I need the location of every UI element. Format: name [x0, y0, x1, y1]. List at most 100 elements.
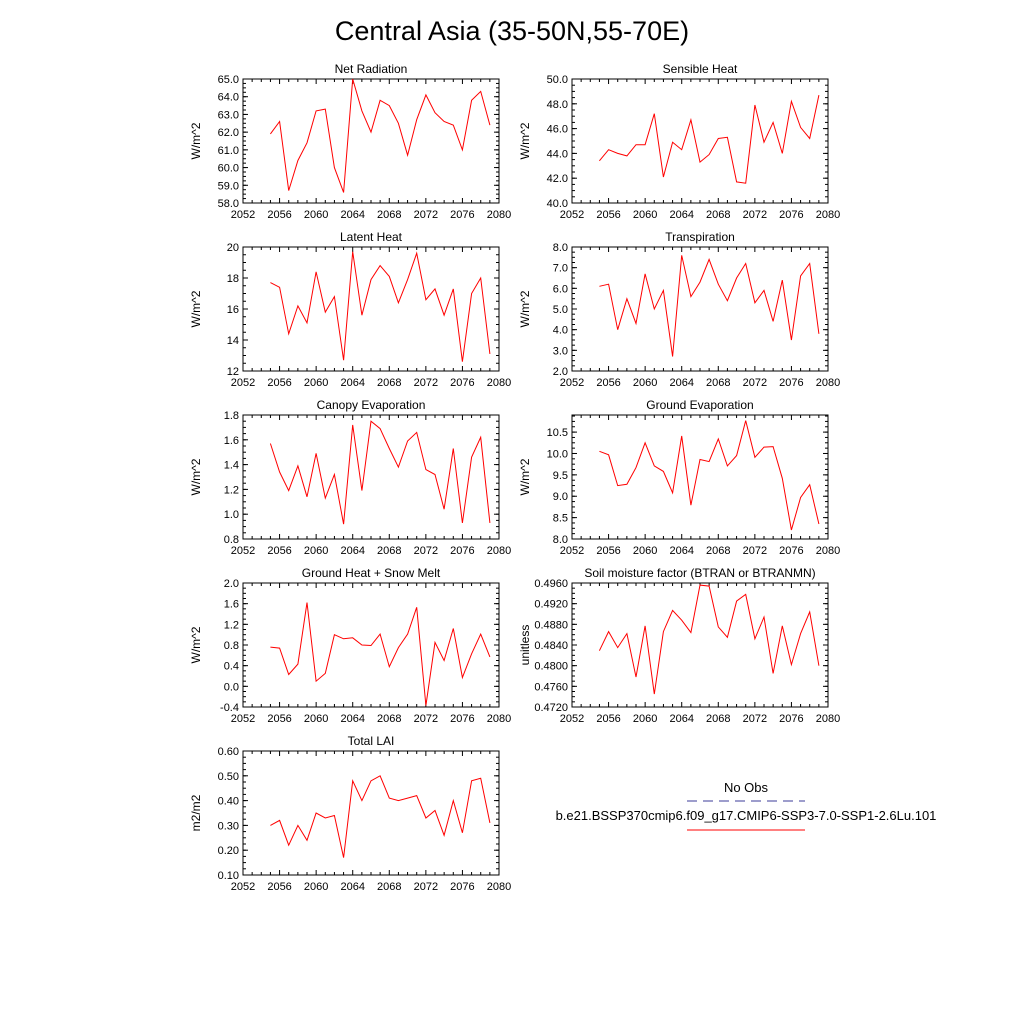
chart-ground-evaporation-point — [617, 485, 619, 487]
chart-ground-evaporation-point — [608, 454, 610, 456]
chart-canopy-evaporation-point — [361, 490, 363, 492]
chart-total-lai-point — [306, 839, 308, 841]
chart-total-lai-xtick-label: 2064 — [340, 881, 364, 893]
chart-ground-evaporation-ytick-label: 9.5 — [553, 470, 568, 482]
chart-soil-moisture-factor-btran-or-btranmn-point — [653, 693, 655, 695]
chart-canopy-evaporation-xtick-label: 2068 — [377, 545, 401, 557]
chart-ground-heat-snow-melt-point — [443, 660, 445, 662]
chart-net-radiation-ytick-label: 62.0 — [218, 127, 239, 139]
chart-latent-heat-xtick-label: 2068 — [377, 377, 401, 389]
chart-transpiration-ytick-label: 8.0 — [553, 242, 568, 254]
chart-soil-moisture-factor-btran-or-btranmn-xtick-label: 2076 — [779, 713, 803, 725]
chart-transpiration-point — [800, 275, 802, 277]
chart-sensible-heat-ylabel: W/m^2 — [518, 122, 532, 159]
chart-net-radiation-point — [279, 121, 281, 123]
chart-soil-moisture-factor-btran-or-btranmn-point — [699, 584, 701, 586]
chart-net-radiation-point — [425, 94, 427, 96]
chart-sensible-heat-point — [781, 153, 783, 155]
chart-ground-heat-snow-melt-point — [489, 656, 491, 658]
chart-total-lai-point — [370, 780, 372, 782]
chart-net-radiation-ytick-label: 60.0 — [218, 163, 239, 175]
chart-net-radiation-point — [306, 142, 308, 144]
legend-label-model-run: b.e21.BSSP370cmip6.f09_g17.CMIP6-SSP3-7.… — [556, 808, 937, 823]
chart-canopy-evaporation-point — [434, 474, 436, 476]
chart-transpiration-ylabel: W/m^2 — [518, 290, 532, 327]
chart-transpiration-ytick-label: 5.0 — [553, 304, 568, 316]
chart-transpiration-point — [644, 273, 646, 275]
chart-latent-heat-point — [379, 265, 381, 267]
chart-latent-heat-point — [306, 322, 308, 324]
chart-sensible-heat-point — [791, 101, 793, 103]
chart-canopy-evaporation-xtick-label: 2080 — [487, 545, 511, 557]
chart-soil-moisture-factor-btran-or-btranmn: 2052 2056 2060 2064 2068 2072 2076 2080 0.4720 0.… — [518, 566, 840, 725]
chart-total-lai-xtick-label: 2080 — [487, 881, 511, 893]
chart-sensible-heat-point — [772, 122, 774, 124]
chart-total-lai-ytick-label: 0.30 — [218, 820, 239, 832]
chart-soil-moisture-factor-btran-or-btranmn-point — [781, 625, 783, 627]
chart-ground-evaporation-point — [800, 497, 802, 499]
chart-transpiration-point — [818, 333, 820, 335]
chart-net-radiation-ytick-label: 58.0 — [218, 198, 239, 210]
chart-transpiration-point — [635, 323, 637, 325]
chart-ground-heat-snow-melt-point — [306, 602, 308, 604]
chart-transpiration-xtick-label: 2052 — [560, 377, 584, 389]
chart-ground-evaporation-xtick-label: 2056 — [596, 545, 620, 557]
chart-soil-moisture-factor-btran-or-btranmn-xtick-label: 2064 — [669, 713, 693, 725]
chart-sensible-heat-xtick-label: 2072 — [743, 209, 767, 221]
chart-sensible-heat-point — [717, 138, 719, 140]
chart-ground-evaporation-point — [708, 461, 710, 463]
chart-latent-heat-ytick-label: 14 — [227, 335, 239, 347]
chart-latent-heat-point — [489, 353, 491, 355]
chart-canopy-evaporation-ytick-label: 0.8 — [224, 534, 239, 546]
chart-ground-evaporation-point — [663, 471, 665, 473]
chart-total-lai-point — [279, 820, 281, 822]
panels: 2052 2056 2060 2064 2068 2072 2076 2080 58.0 59.0… — [189, 62, 840, 893]
chart-transpiration-point — [754, 302, 756, 304]
chart-transpiration-point — [763, 290, 765, 292]
chart-transpiration-point — [772, 321, 774, 323]
chart-ground-heat-snow-melt-point — [407, 633, 409, 635]
chart-latent-heat-point — [462, 361, 464, 363]
chart-net-radiation-xtick-label: 2068 — [377, 209, 401, 221]
chart-canopy-evaporation-xtick-label: 2076 — [450, 545, 474, 557]
chart-net-radiation-point — [462, 149, 464, 151]
chart-net-radiation-point — [452, 124, 454, 126]
chart-latent-heat-point — [352, 251, 354, 253]
chart-ground-heat-snow-melt-point — [471, 653, 473, 655]
chart-latent-heat-series-line — [270, 251, 491, 362]
chart-transpiration-ytick-label: 3.0 — [553, 345, 568, 357]
chart-latent-heat-point — [407, 279, 409, 281]
chart-net-radiation-ytick-label: 63.0 — [218, 109, 239, 121]
chart-net-radiation-point — [288, 190, 290, 192]
chart-ground-heat-snow-melt-ytick-label: 0.0 — [224, 681, 239, 693]
chart-ground-heat-snow-melt-point — [425, 705, 427, 707]
chart-net-radiation-xtick-label: 2056 — [267, 209, 291, 221]
chart-net-radiation-point — [297, 160, 299, 162]
chart-canopy-evaporation-point — [334, 474, 336, 476]
chart-ground-heat-snow-melt-point — [379, 633, 381, 635]
chart-transpiration-ytick-label: 7.0 — [553, 263, 568, 275]
chart-total-lai-point — [434, 810, 436, 812]
chart-ground-evaporation-xtick-label: 2080 — [816, 545, 840, 557]
chart-net-radiation-point — [434, 112, 436, 114]
chart-soil-moisture-factor-btran-or-btranmn-point — [626, 633, 628, 635]
chart-ground-evaporation-xtick-label: 2052 — [560, 545, 584, 557]
chart-latent-heat-point — [416, 252, 418, 254]
chart-transpiration-point — [809, 263, 811, 265]
chart-soil-moisture-factor-btran-or-btranmn-ytick-label: 0.4960 — [534, 578, 568, 590]
chart-ground-evaporation-ylabel: W/m^2 — [518, 458, 532, 495]
chart-ground-heat-snow-melt-xtick-label: 2060 — [304, 713, 328, 725]
chart-canopy-evaporation-xtick-label: 2072 — [414, 545, 438, 557]
chart-canopy-evaporation-point — [452, 448, 454, 450]
chart-ground-heat-snow-melt-xtick-label: 2052 — [231, 713, 255, 725]
chart-latent-heat-point — [434, 288, 436, 290]
chart-transpiration-point — [708, 259, 710, 261]
chart-total-lai-point — [361, 800, 363, 802]
chart-net-radiation-point — [407, 154, 409, 156]
chart-soil-moisture-factor-btran-or-btranmn-series-line — [598, 584, 820, 695]
chart-soil-moisture-factor-btran-or-btranmn-point — [672, 610, 674, 612]
chart-latent-heat-point — [370, 279, 372, 281]
chart-ground-evaporation: 2052 2056 2060 2064 2068 2072 2076 2080 8.0 8.5 9.… — [518, 398, 840, 557]
chart-canopy-evaporation-point — [288, 490, 290, 492]
chart-canopy-evaporation-point — [462, 522, 464, 524]
